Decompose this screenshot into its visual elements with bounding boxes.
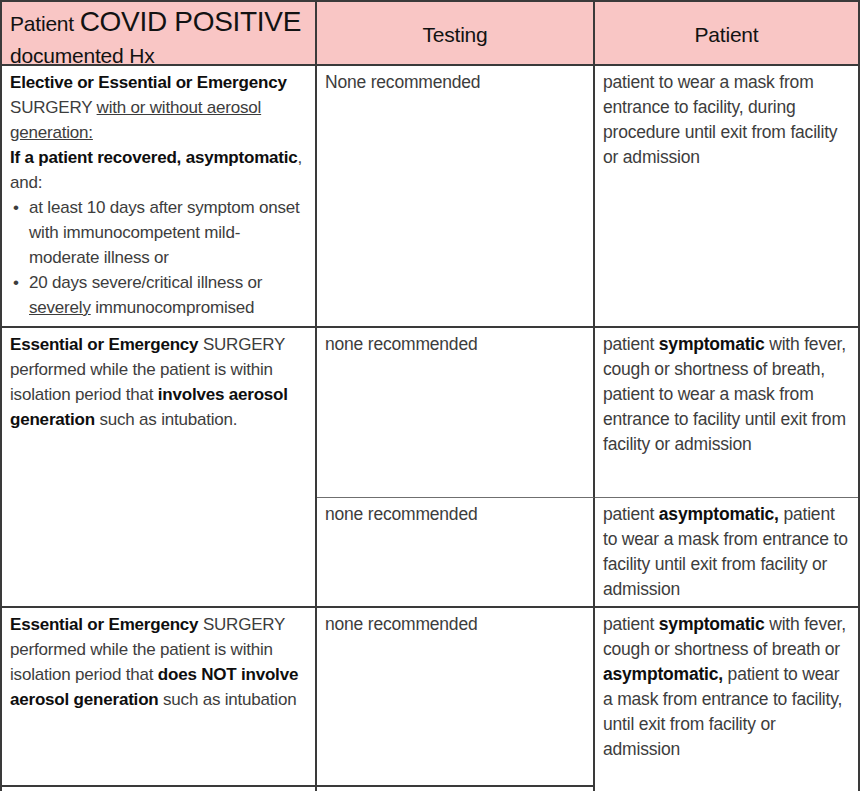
row2-sub2-patient-bold: asymptomatic, xyxy=(659,504,779,524)
header-testing-cell: Testing xyxy=(317,2,595,66)
row1-condition-cell: Elective or Essential or Emergency SURGE… xyxy=(2,66,317,328)
row2-sub1-patient-bold: symptomatic xyxy=(659,334,765,354)
row3-patient-bold1: symptomatic xyxy=(659,614,765,634)
row2-sub2-patient-cell: patient asymptomatic, patient to wear a … xyxy=(595,498,858,608)
row3-condition-cell: Essential or Emergency SURGERY performed… xyxy=(2,608,317,787)
row1-bullet-list: at least 10 days after symptom onset wit… xyxy=(10,195,307,320)
header-condition-line1: Patient COVID POSITIVE xyxy=(10,5,307,42)
header-condition-emphasis: COVID POSITIVE xyxy=(80,6,301,37)
partial-row-patient-cell xyxy=(595,787,858,791)
row1-condition-paragraph2: If a patient recovered, asymptomatic, an… xyxy=(10,145,307,195)
row2-condition-cell: Essential or Emergency SURGERY performed… xyxy=(2,328,317,608)
row2-condition-end: such as intubation. xyxy=(95,410,237,429)
row2-sub2-patient-pre: patient xyxy=(603,504,659,524)
bullet2-underline: severely xyxy=(29,298,91,317)
row1-condition-mid: SURGERY xyxy=(10,98,97,117)
row3-patient-cell: patient symptomatic with fever, cough or… xyxy=(595,608,858,787)
row3-testing-cell: none recommended xyxy=(317,608,595,787)
bullet-item: at least 10 days after symptom onset wit… xyxy=(10,195,307,270)
header-condition-prefix: Patient xyxy=(10,12,80,35)
row1-condition-bold2: If a patient recovered, asymptomatic xyxy=(10,148,298,167)
header-patient-cell: Patient xyxy=(595,2,858,66)
bullet2-post: immunocompromised xyxy=(91,298,255,317)
row1-condition-bold: Elective or Essential or Emergency xyxy=(10,73,287,92)
covid-guidance-table: Patient COVID POSITIVE documented Hx Tes… xyxy=(0,0,860,791)
partial-row-testing-cell xyxy=(317,787,595,791)
row2-sub1-patient-cell: patient symptomatic with fever, cough or… xyxy=(595,328,858,498)
partial-row-condition-cell xyxy=(2,787,317,791)
row1-testing-cell: None recommended xyxy=(317,66,595,328)
bullet-item: 20 days severe/critical illness or sever… xyxy=(10,270,307,320)
row2-sub2-testing-cell: none recommended xyxy=(317,498,595,608)
row3-patient-bold2: asymptomatic, xyxy=(603,664,723,684)
header-condition-line2: documented Hx xyxy=(10,42,307,66)
row1-condition-paragraph1: Elective or Essential or Emergency SURGE… xyxy=(10,70,307,145)
row3-condition-end: such as intubation xyxy=(159,690,297,709)
row1-patient-cell: patient to wear a mask from entrance to … xyxy=(595,66,858,328)
covid-surgery-guidance-document: Patient COVID POSITIVE documented Hx Tes… xyxy=(0,0,860,791)
bullet1-text: at least 10 days after symptom onset wit… xyxy=(29,198,300,267)
row2-condition-bold1: Essential or Emergency xyxy=(10,335,198,354)
row2-sub1-testing-cell: none recommended xyxy=(317,328,595,498)
header-condition-cell: Patient COVID POSITIVE documented Hx xyxy=(2,2,317,66)
row3-patient-pre: patient xyxy=(603,614,659,634)
bullet2-pre: 20 days severe/critical illness or xyxy=(29,273,262,292)
row2-sub1-patient-pre: patient xyxy=(603,334,659,354)
row3-condition-bold1: Essential or Emergency xyxy=(10,615,198,634)
